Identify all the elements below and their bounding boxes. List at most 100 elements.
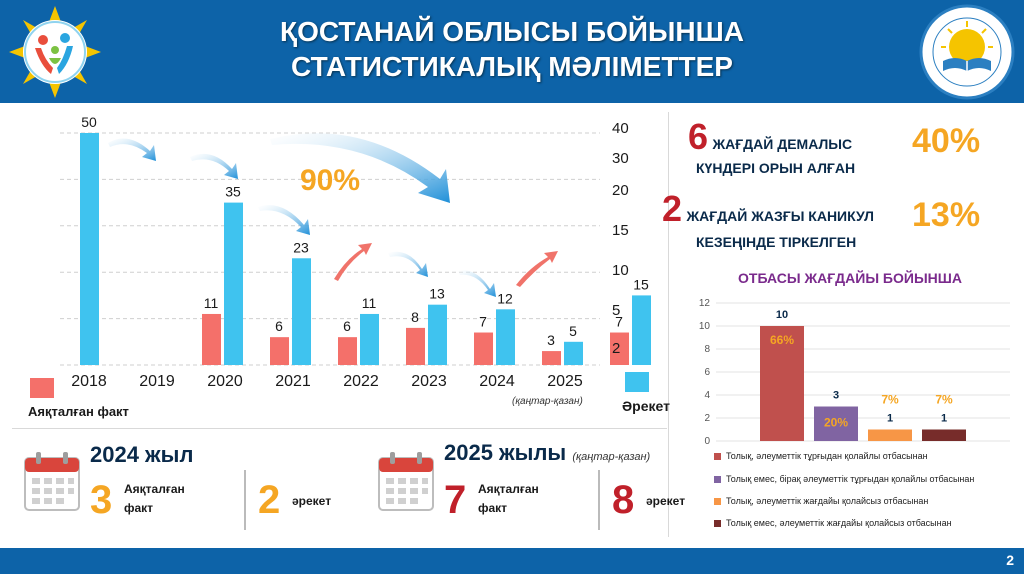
stat-holiday-text: ЖАҒДАЙ ДЕМАЛЫС [712,136,853,152]
stat-summer-text: ЖАҒДАЙ ЖАЗҒЫ КАНИКУЛ [686,208,875,224]
label-fact-2021: 6 [343,318,351,334]
summary-2025-separator [598,470,600,530]
family-bar-3 [868,429,912,441]
family-percent-1: 66% [770,333,794,347]
summary-2024-separator [244,470,246,530]
summary-2025-fact-label-2: факт [478,501,508,515]
right-axis-label: 2 [612,340,620,357]
legend-label-attempt: Әрекет [622,398,670,414]
family-percent-2: 20% [824,416,848,430]
bar-attempt-2020 [292,258,311,365]
stat-summer-text-2: КЕЗЕҢІНДЕ ТІРКЕЛГЕН [696,234,857,250]
trend-arrow-icon [334,243,372,281]
footer-bar: 2 [0,548,1024,574]
family-bar-1 [760,326,804,441]
summary-2024-fact-label-1: Аяқталған [124,482,185,496]
summary-2024-attempt-label: әрекет [292,494,332,508]
x-tick-2021: 2021 [275,373,311,390]
summary-2024-title: 2024 жыл [90,442,194,467]
stat-holiday: 6 ЖАҒДАЙ ДЕМАЛЫС [688,116,852,158]
family-y-tick: 6 [704,367,710,378]
family-percent-4: 7% [935,393,953,407]
right-axis-label: 5 [612,302,620,319]
family-legend-label-1: Толық, әлеуметтік тұрғыдан қолайлы отбас… [726,451,928,461]
stat-summer: 2 ЖАҒДАЙ ЖАЗҒЫ КАНИКУЛ [662,188,874,230]
bar-fact-2024 [542,351,561,365]
right-axis-label: 20 [612,182,629,199]
label-fact-2025: 7 [615,314,623,330]
family-y-tick: 2 [704,413,710,424]
summary-2024-fact-label: Аяқталған факт [124,480,185,518]
right-axis-label: 15 [612,222,629,239]
family-emblem-icon [9,6,101,98]
summary-2025-fact-label: Аяқталған факт [478,480,539,518]
header-bar: ҚОСТАНАЙ ОБЛЫСЫ БОЙЫНША СТАТИСТИКАЛЫҚ МӘ… [0,0,1024,103]
horizontal-divider [12,428,667,429]
family-value-1: 10 [776,309,788,321]
bar-fact-2022 [406,327,425,365]
bar-attempt-2019 [224,202,243,365]
page-title: ҚОСТАНАЙ ОБЛЫСЫ БОЙЫНША СТАТИСТИКАЛЫҚ МӘ… [160,14,864,84]
family-value-2: 3 [833,390,839,402]
trend-arrow-icon [516,251,558,287]
family-y-tick: 4 [704,390,710,401]
family-value-3: 1 [887,413,893,425]
family-legend-label-3: Толық, әлеуметтік жағдайы қолайсыз отбас… [726,496,929,506]
bar-fact-2021 [338,337,357,365]
label-fact-2019: 11 [204,295,219,311]
x-tick-2024: 2024 [479,373,515,390]
trend-arrow-icon [270,133,450,203]
growth-label: 90% [300,164,361,197]
right-axis-label: 10 [612,262,629,279]
label-fact-2024: 3 [547,332,555,348]
label-attempt-2023: 12 [497,290,513,306]
book-seal-icon [919,4,1015,100]
summary-2025-note: (қаңтар-қазан) [572,451,651,463]
family-percent-3: 7% [881,393,899,407]
bar-attempt-2024 [564,341,583,365]
summary-2025-attempt-number: 8 [612,478,635,522]
bar-attempt-2023 [496,309,515,365]
legend-swatch-fact [30,378,54,398]
family-chart-title: ОТБАСЫ ЖАҒДАЙЫ БОЙЫНША [738,270,962,286]
trend-arrow-icon [108,138,156,161]
family-y-tick: 0 [704,436,710,447]
family-bar-2 [814,406,858,441]
label-attempt-2019: 35 [225,184,241,200]
family-legend-4: Толық емес, әлеуметтік жағдайы қолайсыз … [714,518,952,528]
calendar-icon [24,452,80,511]
family-bar-chart: 0 2 4 6 8 10 12 10 66% 3 20% 1 7% 1 7% [699,298,1010,447]
summary-2024-attempt-number: 2 [258,478,281,522]
trend-arrow-icon [258,205,310,235]
trend-arrow-icon [458,270,496,297]
label-attempt-2024: 5 [569,323,577,339]
summary-2025-title-text: 2025 жылы [444,440,567,465]
right-axis-label: 40 [612,120,629,137]
label-attempt-2021: 11 [362,295,377,311]
legend-label-fact: Аяқталған факт [28,404,129,419]
label-attempt-2025: 15 [633,276,649,292]
label-fact-2023: 7 [479,314,487,330]
label-attempt-2020: 23 [293,239,309,255]
bar-fact-2025 [610,332,629,365]
family-legend-2: Толық емес, бірақ әлеуметтік тұрғыдан қо… [714,474,974,484]
x-tick-2022: 2022 [343,373,379,390]
summary-2025-attempt-label: әрекет [646,494,686,508]
page-number: 2 [1006,552,1014,568]
summary-2024-fact-number: 3 [90,478,113,522]
family-legend-3: Толық, әлеуметтік жағдайы қолайсыз отбас… [714,496,928,506]
trend-arrow-icon [190,153,238,179]
trend-arrow-icon [388,251,428,277]
x-tick-2025: 2025 [547,373,583,390]
family-y-tick: 12 [699,298,711,309]
family-legend-label-2: Толық емес, бірақ әлеуметтік тұрғыдан қо… [726,474,975,484]
bar-fact-2019 [202,313,221,365]
family-y-tick: 8 [704,344,710,355]
x-tick-2019: 2019 [139,373,175,390]
bar-attempt-2025 [632,295,651,365]
bar-attempt-2022 [428,304,447,365]
title-line-1: ҚОСТАНАЙ ОБЛЫСЫ БОЙЫНША [280,16,744,47]
bar-fact-2023 [474,332,493,365]
stat-summer-percent: 13% [912,196,981,234]
